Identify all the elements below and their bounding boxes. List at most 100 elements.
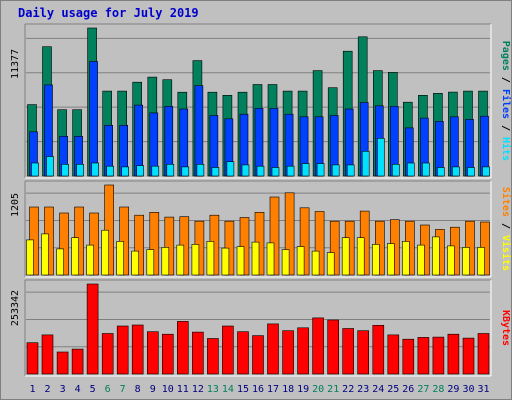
legend-hits-files-pages: Pages / Files / Hits xyxy=(500,41,512,161)
bar-visits-day-10 xyxy=(161,247,170,276)
bar-visits-day-25 xyxy=(386,243,395,276)
bar-files-day-17 xyxy=(269,108,279,177)
x-tick-day-19: 19 xyxy=(297,384,309,395)
bar-sites-day-18 xyxy=(284,192,295,276)
bar-visits-day-16 xyxy=(251,241,260,276)
bar-pages-day-31 xyxy=(482,166,490,177)
bar-visits-day-4 xyxy=(71,237,79,276)
bar-kbytes-day-29 xyxy=(447,333,460,375)
bar-pages-day-26 xyxy=(406,162,415,177)
bar-pages-day-7 xyxy=(121,166,129,177)
bar-kbytes-day-25 xyxy=(387,334,400,375)
bar-pages-day-27 xyxy=(422,162,430,177)
bar-pages-day-6 xyxy=(106,165,114,177)
x-tick-day-22: 22 xyxy=(342,384,354,395)
legend-part-hits: Hits xyxy=(500,137,512,161)
bar-visits-day-13 xyxy=(206,241,215,276)
x-tick-day-4: 4 xyxy=(75,384,81,395)
bar-kbytes-day-8 xyxy=(131,324,144,375)
legend-separator: / xyxy=(500,71,511,89)
x-tick-day-6: 6 xyxy=(105,384,111,395)
bar-visits-day-9 xyxy=(146,249,155,276)
bar-visits-day-5 xyxy=(86,244,94,276)
bar-kbytes-day-10 xyxy=(162,333,174,375)
bar-pages-day-20 xyxy=(316,163,325,177)
bar-kbytes-day-21 xyxy=(327,319,340,375)
x-tick-day-15: 15 xyxy=(237,384,249,395)
bar-sites-day-15 xyxy=(239,217,250,276)
bar-files-day-12 xyxy=(194,85,204,177)
bar-kbytes-day-1 xyxy=(26,342,39,375)
bar-kbytes-day-19 xyxy=(297,327,309,375)
bar-pages-day-28 xyxy=(437,167,445,177)
legend-part-pages: Pages xyxy=(500,41,511,71)
legend-sites-visits: Sites / Visits xyxy=(500,187,512,271)
x-tick-day-20: 20 xyxy=(312,384,324,395)
bar-visits-day-14 xyxy=(221,247,230,276)
bar-sites-day-3 xyxy=(59,212,69,276)
bar-pages-day-29 xyxy=(452,166,460,177)
x-tick-day-17: 17 xyxy=(267,384,279,395)
x-tick-day-2: 2 xyxy=(44,384,50,395)
bar-pages-day-11 xyxy=(181,166,190,177)
bar-pages-day-19 xyxy=(301,163,310,177)
bar-kbytes-day-26 xyxy=(402,338,415,375)
bar-visits-day-12 xyxy=(191,244,200,276)
bar-kbytes-day-15 xyxy=(237,331,249,375)
bar-visits-day-30 xyxy=(462,247,470,276)
bar-files-day-5 xyxy=(89,61,98,177)
bar-visits-day-23 xyxy=(356,237,365,276)
bar-visits-day-19 xyxy=(296,246,305,276)
bar-pages-day-5 xyxy=(91,162,99,177)
bar-sites-day-7 xyxy=(119,206,129,276)
bar-pages-day-14 xyxy=(226,161,235,177)
bar-visits-day-6 xyxy=(101,229,109,276)
bar-sites-day-9 xyxy=(149,212,160,276)
bar-kbytes-day-7 xyxy=(116,325,129,375)
ymax-label-hits-files-pages: 11377 xyxy=(10,49,21,79)
bar-files-day-16 xyxy=(254,108,264,177)
bar-visits-day-17 xyxy=(266,242,275,276)
bar-kbytes-day-2 xyxy=(41,334,54,375)
bar-kbytes-day-5 xyxy=(86,283,99,375)
bar-sites-day-21 xyxy=(329,220,340,276)
bar-sites-day-10 xyxy=(164,216,175,276)
bar-sites-day-20 xyxy=(314,211,325,276)
x-tick-day-28: 28 xyxy=(432,384,444,395)
bar-visits-day-8 xyxy=(131,250,139,276)
bar-kbytes-day-17 xyxy=(267,323,279,375)
bar-kbytes-day-6 xyxy=(101,333,114,375)
bar-files-day-11 xyxy=(179,108,189,177)
x-tick-day-18: 18 xyxy=(282,384,294,395)
x-tick-day-7: 7 xyxy=(120,384,126,395)
bar-visits-day-2 xyxy=(41,233,49,276)
bar-pages-day-15 xyxy=(241,164,250,177)
x-tick-day-1: 1 xyxy=(29,384,35,395)
bar-pages-day-23 xyxy=(361,151,370,177)
bar-kbytes-day-23 xyxy=(357,330,370,375)
bar-visits-day-11 xyxy=(176,244,185,276)
bar-pages-day-1 xyxy=(31,162,39,177)
bar-pages-day-2 xyxy=(46,156,54,177)
bar-kbytes-day-12 xyxy=(192,331,204,375)
bar-kbytes-day-11 xyxy=(177,321,189,375)
bar-visits-day-22 xyxy=(341,237,350,276)
x-tick-day-25: 25 xyxy=(387,384,399,395)
bar-pages-day-8 xyxy=(136,165,144,177)
bar-kbytes-day-24 xyxy=(372,324,385,375)
bar-pages-day-3 xyxy=(61,164,69,177)
bar-visits-day-1 xyxy=(26,239,34,276)
bar-pages-day-22 xyxy=(346,164,355,177)
bar-kbytes-day-28 xyxy=(432,336,445,375)
bar-visits-day-3 xyxy=(56,248,64,276)
bar-kbytes-day-27 xyxy=(417,337,430,375)
x-tick-day-13: 13 xyxy=(207,384,219,395)
x-tick-day-3: 3 xyxy=(60,384,66,395)
x-tick-day-21: 21 xyxy=(327,384,339,395)
bar-pages-day-17 xyxy=(271,167,280,177)
legend-part-sites: Sites xyxy=(500,187,512,217)
bar-kbytes-day-18 xyxy=(282,330,294,375)
bar-pages-day-30 xyxy=(467,167,475,177)
x-tick-day-30: 30 xyxy=(462,384,474,395)
x-tick-day-9: 9 xyxy=(150,384,156,395)
